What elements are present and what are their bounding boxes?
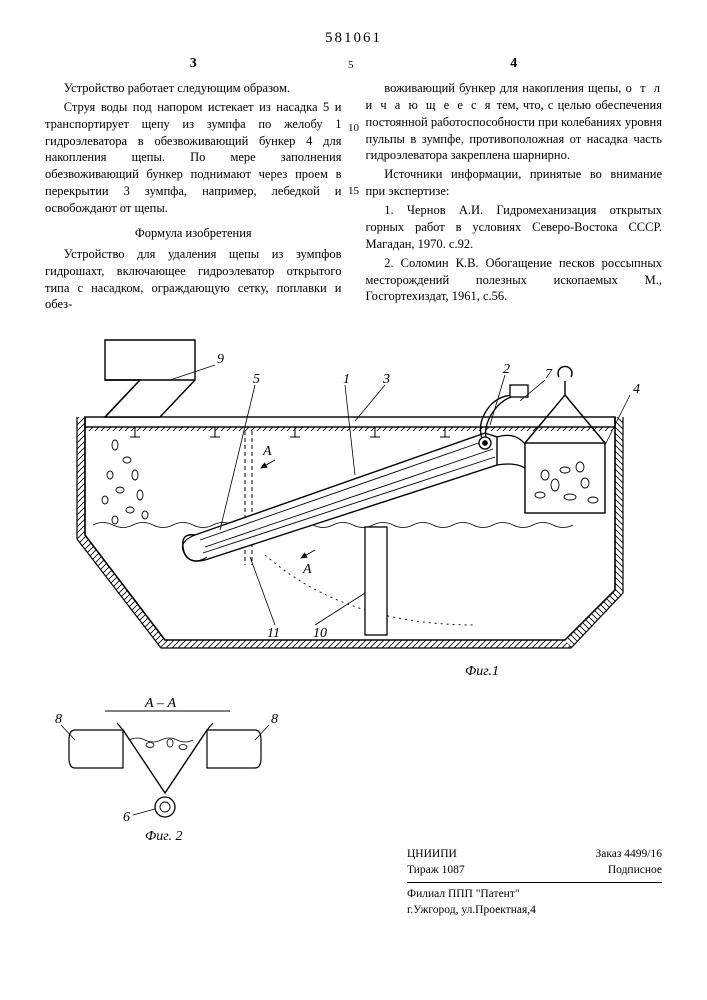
page-number-right: 4 xyxy=(366,55,663,74)
footer-rule xyxy=(407,882,662,883)
svg-text:А: А xyxy=(262,444,272,459)
line-marker: 15 xyxy=(348,186,359,197)
svg-text:А: А xyxy=(302,562,312,577)
formula-title: Формула изобретения xyxy=(45,225,342,242)
figure-svg: А А 9 5 1 3 xyxy=(45,325,662,845)
svg-text:8: 8 xyxy=(271,712,278,727)
footer-order: Заказ 4499/16 xyxy=(596,847,663,863)
svg-text:6: 6 xyxy=(123,810,130,825)
line-marker: 10 xyxy=(348,123,359,134)
svg-text:5: 5 xyxy=(253,372,260,387)
reference: 1. Чернов А.И. Гидромеханизация открытых… xyxy=(366,202,663,253)
footer-branch: Филиал ППП "Патент" xyxy=(407,887,662,903)
paragraph: Устройство работает следующим образом. xyxy=(45,80,342,97)
fig1: А А 9 5 1 3 xyxy=(77,340,640,679)
right-column: 4 воживающий бункер для накопления щепы,… xyxy=(366,55,663,315)
svg-text:9: 9 xyxy=(217,352,224,367)
patent-page: 581061 5 10 15 3 Устройство работает сле… xyxy=(0,0,707,938)
reference: 2. Соломин К.В. Обогащение песков россып… xyxy=(366,255,663,306)
patent-number: 581061 xyxy=(45,30,662,47)
paragraph: Струя воды под напором истекает из насад… xyxy=(45,99,342,217)
figure-area: А А 9 5 1 3 xyxy=(45,325,662,845)
svg-text:4: 4 xyxy=(633,382,640,397)
section-label: А – А xyxy=(144,696,177,711)
text-run: воживающий бункер для накопления щепы, xyxy=(384,81,625,95)
svg-text:10: 10 xyxy=(313,626,327,641)
footer-tirazh: Тираж 1087 xyxy=(407,863,465,879)
svg-text:2: 2 xyxy=(503,362,510,377)
footer-sub: Подписное xyxy=(608,863,662,879)
line-number-gutter: 5 10 15 xyxy=(348,60,359,249)
svg-text:8: 8 xyxy=(55,712,62,727)
svg-text:3: 3 xyxy=(382,372,390,387)
paragraph: воживающий бункер для накопления щепы, о… xyxy=(366,80,663,164)
page-number-left: 3 xyxy=(45,55,342,74)
svg-text:11: 11 xyxy=(267,626,280,641)
fig2-label: Фиг. 2 xyxy=(145,829,183,844)
fig1-label: Фиг.1 xyxy=(465,664,499,679)
paragraph: Устройство для удаления щепы из зумпфов … xyxy=(45,246,342,314)
footer-org: ЦНИИПИ xyxy=(407,847,457,863)
footer-address: г.Ужгород, ул.Проектная,4 xyxy=(407,903,662,919)
left-column: 3 Устройство работает следующим образом.… xyxy=(45,55,342,315)
line-marker: 5 xyxy=(348,60,359,71)
sources-title: Источники информации, принятые во вниман… xyxy=(366,166,663,200)
svg-text:7: 7 xyxy=(545,367,553,382)
svg-text:1: 1 xyxy=(343,372,350,387)
fig2: А – А xyxy=(55,696,278,844)
colophon: ЦНИИПИ Заказ 4499/16 Тираж 1087 Подписно… xyxy=(45,847,662,918)
